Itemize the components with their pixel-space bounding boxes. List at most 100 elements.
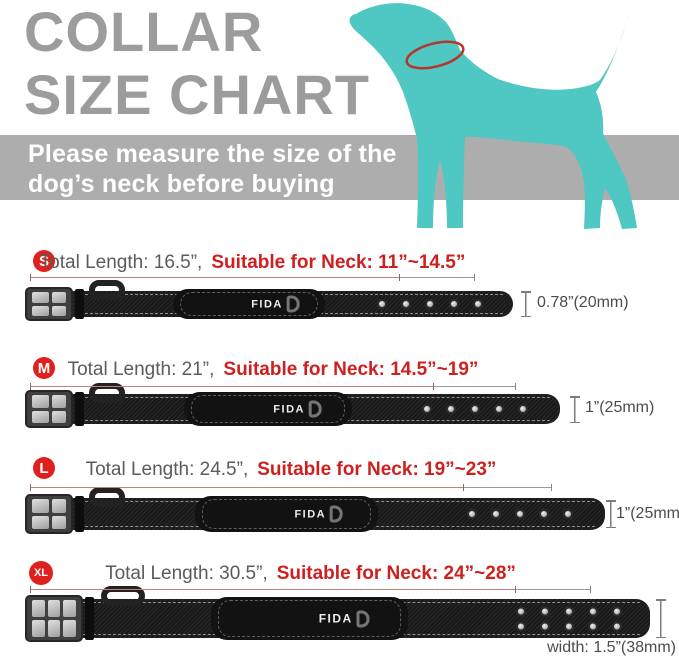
width-bracket (606, 500, 616, 528)
collar-image-s: FIDA (25, 280, 513, 321)
width-label: width: 1.5”(38mm) (547, 639, 676, 656)
width-label: 0.78”(20mm) (537, 294, 629, 311)
neck-range-text: Suitable for Neck: 24”~28” (276, 563, 516, 584)
strap-hole (516, 606, 526, 616)
dog-body-shape (349, 3, 637, 230)
total-length-text: Total Length: 24.5”, (85, 459, 249, 480)
collar-strap: FIDA (65, 496, 605, 532)
buckle-pane (32, 410, 49, 423)
strap-hole (539, 509, 549, 519)
tick (433, 383, 435, 390)
collar-image-m: FIDA (25, 383, 560, 428)
collar-padding (183, 392, 353, 426)
page-title-line2: SIZE CHART (24, 63, 370, 126)
strap-hole (422, 404, 432, 414)
strap-hole (563, 509, 573, 519)
strap-hole (491, 509, 501, 519)
d-ring-icon (308, 400, 322, 418)
strap-hole (612, 621, 622, 631)
neck-range-text: Suitable for Neck: 11”~14.5” (211, 252, 466, 273)
collar-strap: FIDA (65, 392, 560, 426)
strap-hole (564, 606, 574, 616)
d-ring-icon (330, 505, 344, 523)
strap-hole (515, 509, 525, 519)
strap-hole (467, 509, 477, 519)
size-badge-xl: XL (29, 561, 53, 585)
tick (515, 383, 516, 390)
brand-patch: FIDA (273, 400, 322, 418)
strap-hole (540, 606, 550, 616)
size-badge-s: S (33, 250, 55, 272)
buckle-icon (25, 494, 73, 534)
dog-collar-outline (405, 40, 465, 70)
size-row-text: Total Length: 30.5”, Suitable for Neck: … (30, 563, 591, 585)
size-row-text: Total Length: 16.5”, Suitable for Neck: … (30, 252, 475, 274)
brand-label: FIDA (251, 298, 283, 310)
page-title-line1: COLLAR (24, 0, 264, 63)
buckle-icon (25, 287, 73, 321)
strap-hole (449, 299, 459, 309)
buckle-pane (51, 292, 66, 303)
total-length-text: Total Length: 30.5”, (105, 563, 268, 584)
strap-hole (588, 606, 598, 616)
keeper-loop-icon (89, 487, 125, 507)
keeper-loop-icon (89, 280, 125, 300)
buckle-pane (32, 499, 49, 513)
buckle-pane (63, 620, 76, 637)
tick (30, 383, 31, 390)
tick (590, 586, 591, 593)
buckle-icon (25, 595, 83, 642)
neck-range-text: Suitable for Neck: 19”~23” (257, 459, 497, 480)
brand-patch: FIDA (294, 505, 344, 523)
buckle-pane (32, 305, 49, 316)
tick (551, 484, 552, 491)
measurement-line (30, 586, 591, 593)
strap-hole (401, 299, 411, 309)
buckle-pane (51, 305, 66, 316)
brand-label: FIDA (318, 611, 353, 626)
tick (463, 484, 465, 491)
brand-patch: FIDA (319, 610, 370, 627)
strap-hole (540, 621, 550, 631)
buckle-pane (51, 499, 66, 513)
brand-patch: FIDA (251, 295, 300, 313)
buckle-pane (51, 410, 66, 423)
strap-holes (516, 606, 622, 631)
strap-holes (377, 299, 483, 309)
neck-range-text: Suitable for Neck: 14.5”~19” (223, 359, 479, 380)
measurement-line (30, 484, 552, 491)
tick (474, 274, 475, 281)
total-length-text: Total Length: 16.5”, (39, 252, 203, 273)
measure-notice-text: Please measure the size of the dog’s nec… (28, 139, 397, 199)
brand-label: FIDA (273, 403, 305, 415)
measurement-line (30, 274, 475, 281)
strap-keeper (75, 496, 84, 532)
d-ring-icon (286, 295, 300, 313)
tick (30, 586, 31, 593)
collar-image-xl: FIDA (25, 586, 650, 642)
strap-keeper (75, 392, 84, 426)
buckle-pane (32, 620, 45, 637)
collar-strap: FIDA (65, 289, 513, 319)
tick (30, 484, 31, 491)
width-bracket (656, 599, 666, 638)
strap-hole (516, 621, 526, 631)
collar-padding (194, 496, 379, 532)
width-label: 1”(25mm) (585, 399, 655, 416)
strap-hole (588, 621, 598, 631)
strap-keeper (75, 289, 84, 319)
buckle-pane (63, 600, 76, 617)
strap-keeper (85, 597, 94, 640)
collar-strap: FIDA (73, 597, 650, 640)
brand-label: FIDA (294, 508, 327, 520)
strap-hole (446, 404, 456, 414)
collar-padding (211, 597, 408, 640)
buckle-icon (25, 390, 73, 428)
width-bracket (521, 291, 531, 317)
size-badge-l: L (33, 457, 55, 479)
tick (30, 274, 31, 281)
d-ring-icon (356, 610, 370, 627)
buckle-pane (51, 395, 66, 408)
buckle-pane (47, 600, 61, 617)
